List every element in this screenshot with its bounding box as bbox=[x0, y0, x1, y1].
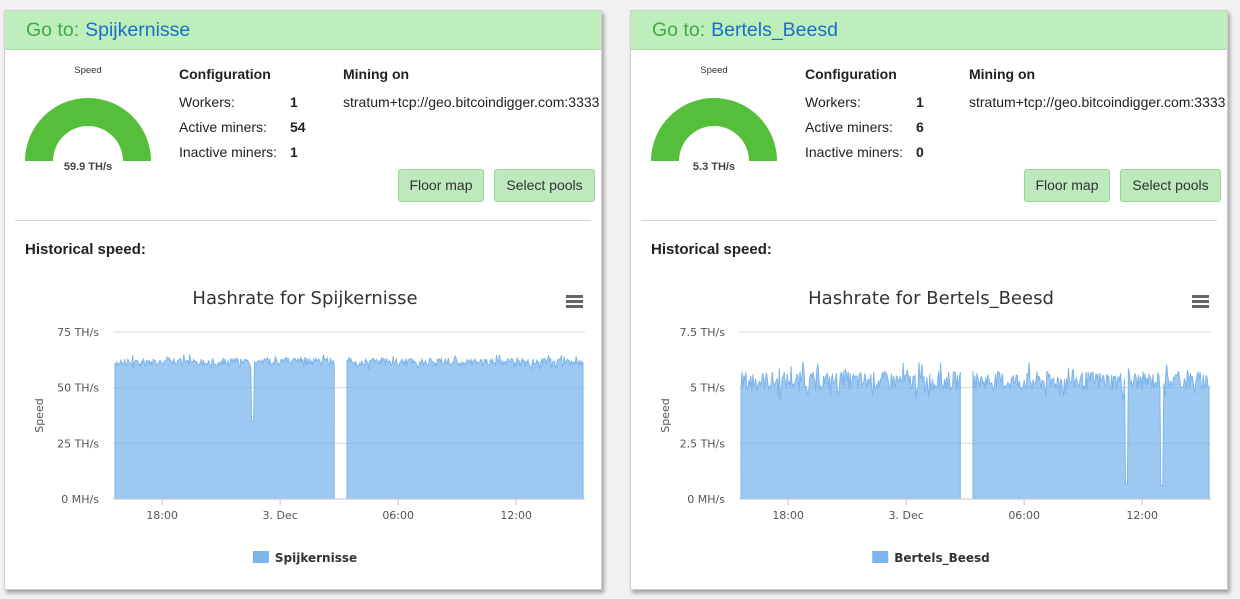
x-tick-label: 06:00 bbox=[1008, 509, 1040, 522]
series-area bbox=[114, 354, 335, 500]
legend-swatch[interactable] bbox=[252, 551, 269, 563]
gauge-fill bbox=[651, 98, 777, 161]
hashrate-chart: Hashrate for Spijkernisse 0 MH/s 25 TH/s 50… bbox=[33, 288, 585, 565]
gauge-fill bbox=[25, 98, 151, 161]
gauge-title: Speed bbox=[700, 65, 728, 76]
configuration-heading: Configuration bbox=[805, 66, 897, 82]
inactive-miners-value: 0 bbox=[916, 144, 924, 160]
configuration-block: Configuration Workers: 1 Active miners: 54… bbox=[179, 65, 319, 165]
inactive-miners-row: Inactive miners: 1 bbox=[179, 140, 319, 165]
legend-label[interactable]: Spijkernisse bbox=[275, 551, 357, 565]
y-axis-label: Speed bbox=[33, 398, 46, 432]
inactive-miners-label: Inactive miners: bbox=[805, 144, 904, 160]
pool-url: stratum+tcp://geo.bitcoindigger.com:3333 bbox=[969, 94, 1226, 110]
workers-value: 1 bbox=[290, 94, 298, 110]
gauge-value: 59.9 TH/s bbox=[63, 161, 113, 173]
y-tick-label: 0 MH/s bbox=[687, 493, 725, 506]
floor-map-button[interactable]: Floor map bbox=[1024, 169, 1110, 202]
select-pools-button[interactable]: Select pools bbox=[1120, 169, 1221, 202]
mining-heading: Mining on bbox=[343, 66, 410, 82]
site-panel-spijkernisse: Go to: Spijkernisse Speed 59.9 TH/s Conf… bbox=[4, 10, 602, 590]
mining-block: Mining on stratum+tcp://geo.bitcoindigge… bbox=[343, 65, 599, 115]
historical-speed-label: Historical speed: bbox=[25, 241, 146, 258]
workers-label: Workers: bbox=[179, 94, 235, 110]
chart-title: Hashrate for Bertels_Beesd bbox=[808, 288, 1054, 309]
hashrate-chart: Hashrate for Bertels_Beesd 0 MH/s 2.5 TH/s… bbox=[659, 288, 1211, 566]
select-pools-button[interactable]: Select pools bbox=[494, 169, 595, 202]
configuration-heading: Configuration bbox=[179, 66, 271, 82]
y-tick-label: 5 TH/s bbox=[690, 382, 725, 395]
configuration-block: Configuration Workers: 1 Active miners: 6 … bbox=[805, 65, 945, 165]
speed-gauge: Speed 5.3 TH/s bbox=[646, 65, 782, 175]
chart-menu-icon[interactable] bbox=[1192, 295, 1209, 308]
y-tick-label: 50 TH/s bbox=[57, 382, 99, 395]
divider bbox=[641, 220, 1217, 221]
inactive-miners-value: 1 bbox=[290, 144, 298, 160]
site-link[interactable]: Spijkernisse bbox=[85, 18, 191, 41]
speed-gauge: Speed 59.9 TH/s bbox=[20, 65, 156, 175]
workers-row: Workers: 1 bbox=[805, 90, 945, 115]
y-tick-label: 0 MH/s bbox=[61, 493, 99, 506]
gauge-arc bbox=[25, 98, 151, 161]
active-miners-label: Active miners: bbox=[805, 119, 893, 135]
x-tick-label: 3. Dec bbox=[263, 509, 298, 522]
y-axis-label: Speed bbox=[659, 398, 672, 432]
active-miners-row: Active miners: 6 bbox=[805, 115, 945, 140]
chart-menu-icon[interactable] bbox=[566, 295, 583, 308]
series-area bbox=[740, 361, 961, 500]
mining-heading: Mining on bbox=[969, 66, 1036, 82]
panel-header: Go to: Bertels_Beesd bbox=[631, 11, 1227, 50]
gauge-title: Speed bbox=[74, 65, 102, 76]
x-tick-label: 12:00 bbox=[1126, 509, 1158, 522]
workers-value: 1 bbox=[916, 94, 924, 110]
series-area bbox=[346, 354, 584, 500]
workers-row: Workers: 1 bbox=[179, 90, 319, 115]
y-tick-label: 7.5 TH/s bbox=[680, 326, 726, 339]
gauge-arc bbox=[651, 98, 777, 161]
divider bbox=[15, 220, 591, 221]
series-area bbox=[972, 362, 1210, 500]
floor-map-button[interactable]: Floor map bbox=[398, 169, 484, 202]
site-link[interactable]: Bertels_Beesd bbox=[711, 18, 838, 41]
x-tick-label: 06:00 bbox=[382, 509, 414, 522]
panel-header: Go to: Spijkernisse bbox=[5, 11, 601, 50]
historical-speed-label: Historical speed: bbox=[651, 241, 772, 258]
x-tick-label: 3. Dec bbox=[889, 509, 924, 522]
active-miners-value: 6 bbox=[916, 119, 924, 135]
legend-item[interactable]: Bertels_Beesd bbox=[872, 551, 990, 566]
x-tick-label: 12:00 bbox=[500, 509, 532, 522]
chart-title: Hashrate for Spijkernisse bbox=[192, 288, 417, 309]
site-panel-bertels-beesd: Go to: Bertels_Beesd Speed 5.3 TH/s Conf… bbox=[630, 10, 1228, 590]
y-tick-label: 2.5 TH/s bbox=[680, 437, 726, 450]
x-tick-label: 18:00 bbox=[772, 509, 804, 522]
legend-swatch[interactable] bbox=[872, 551, 889, 563]
y-tick-label: 75 TH/s bbox=[57, 326, 99, 339]
mining-block: Mining on stratum+tcp://geo.bitcoindigge… bbox=[969, 65, 1225, 115]
goto-label: Go to: bbox=[652, 18, 706, 41]
inactive-miners-row: Inactive miners: 0 bbox=[805, 140, 945, 165]
goto-label: Go to: bbox=[26, 18, 80, 41]
active-miners-label: Active miners: bbox=[179, 119, 267, 135]
active-miners-row: Active miners: 54 bbox=[179, 115, 319, 140]
x-tick-label: 18:00 bbox=[146, 509, 178, 522]
legend-item[interactable]: Spijkernisse bbox=[252, 551, 357, 565]
pool-url: stratum+tcp://geo.bitcoindigger.com:3333 bbox=[343, 94, 600, 110]
workers-label: Workers: bbox=[805, 94, 861, 110]
inactive-miners-label: Inactive miners: bbox=[179, 144, 278, 160]
gauge-value: 5.3 TH/s bbox=[692, 161, 736, 173]
active-miners-value: 54 bbox=[290, 119, 306, 135]
legend-label[interactable]: Bertels_Beesd bbox=[894, 551, 990, 566]
y-tick-label: 25 TH/s bbox=[57, 437, 99, 450]
